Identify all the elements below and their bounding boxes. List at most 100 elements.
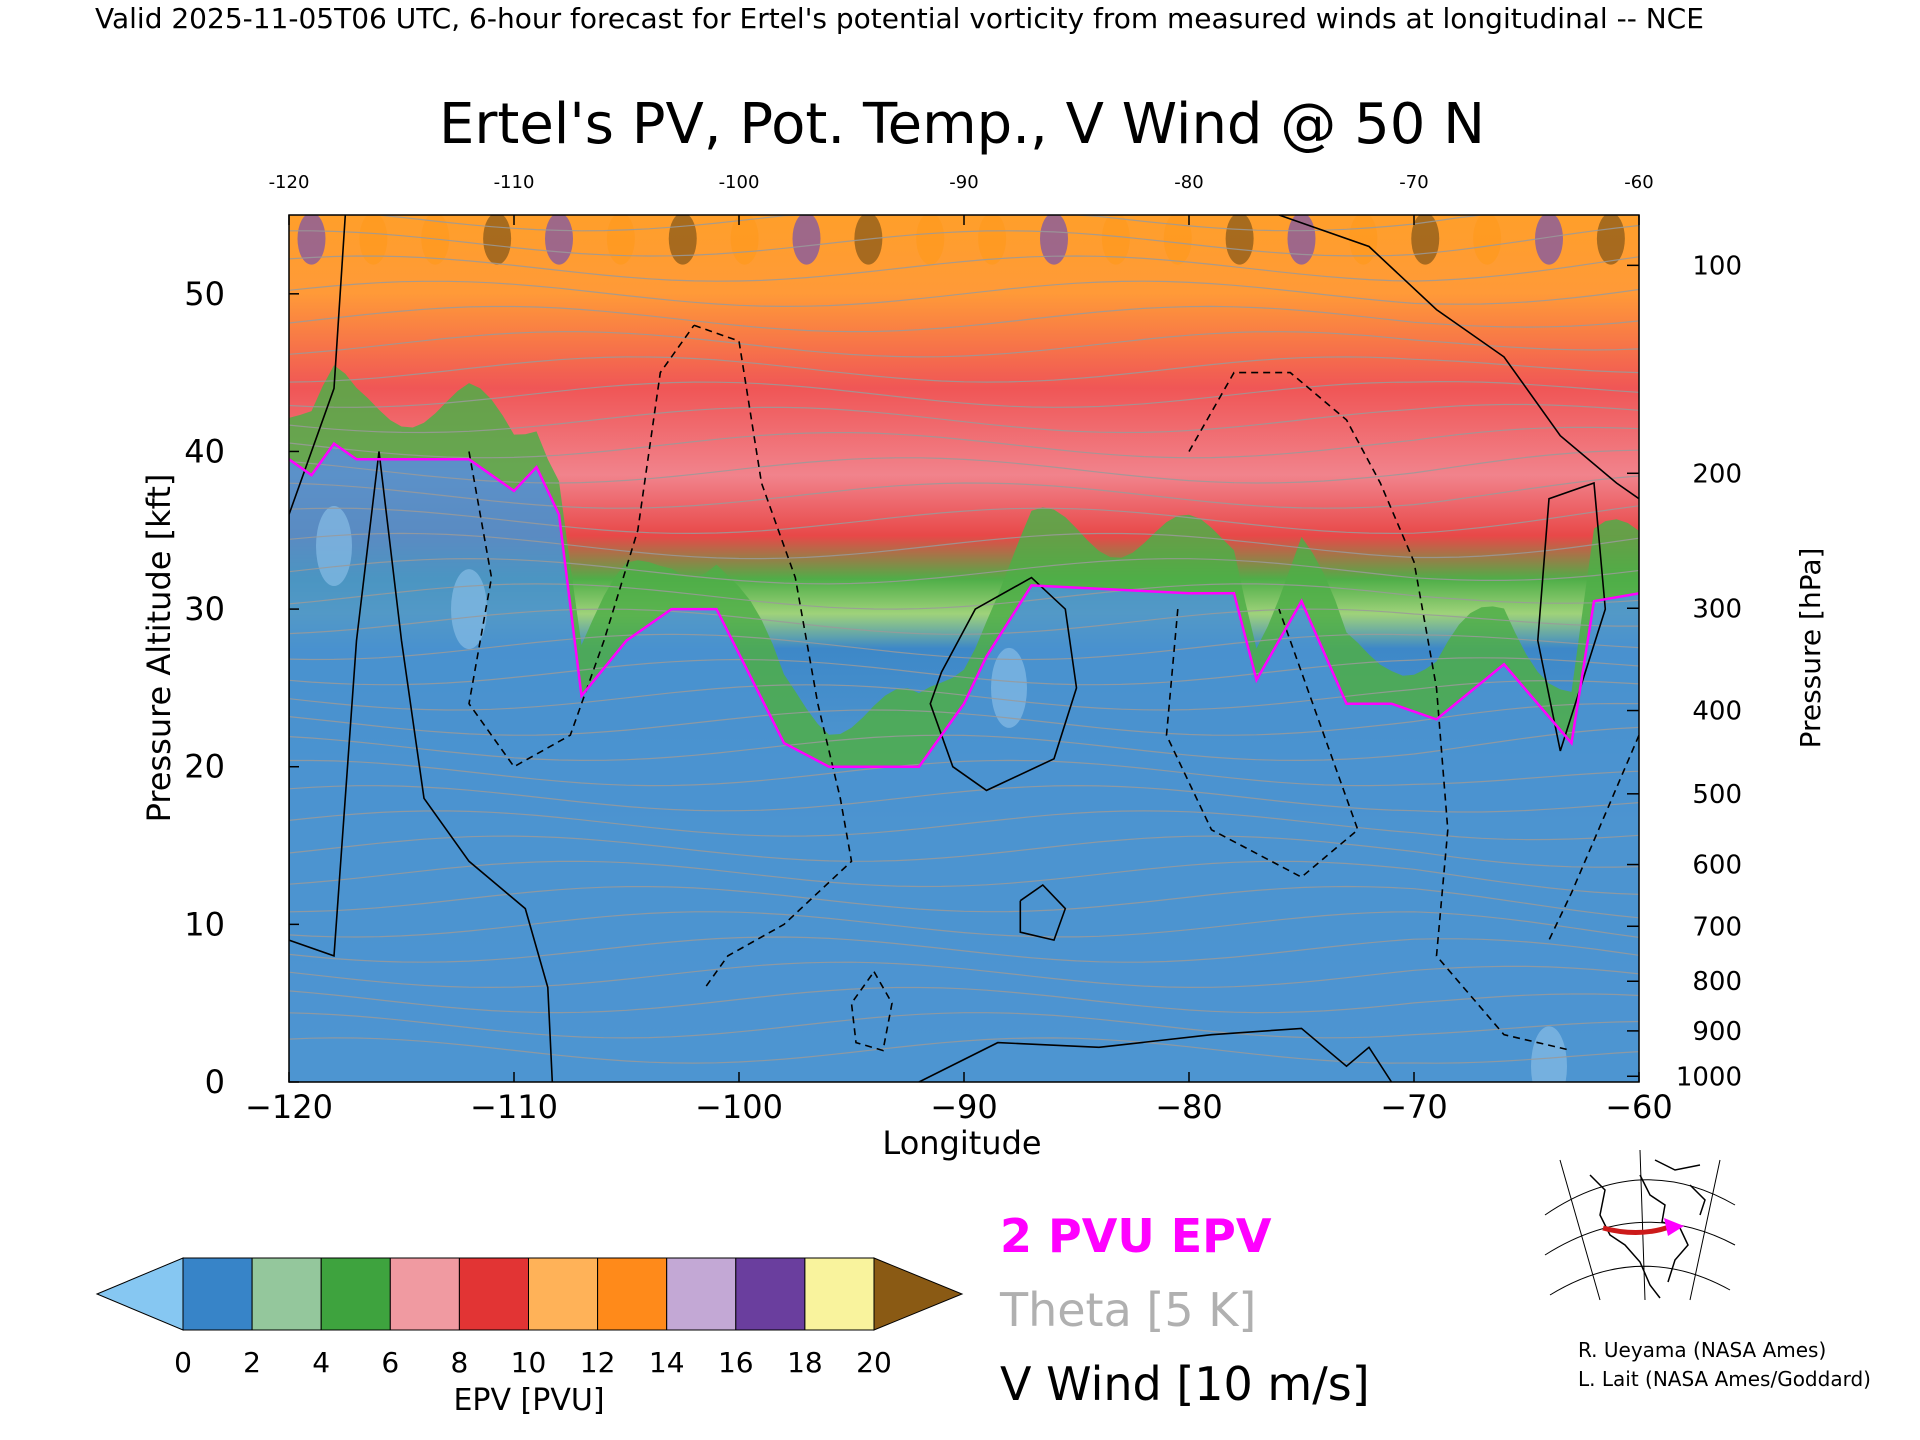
strat-streak: [1473, 215, 1502, 265]
valid-line: Valid 2025-11-05T06 UTC, 6-hour forecast…: [95, 2, 1704, 35]
vwind-negative-contour: [1165, 608, 1359, 879]
x-axis-label: Longitude: [882, 1124, 1041, 1162]
theta-line: [289, 583, 1639, 610]
strat-streak: [668, 215, 697, 265]
theta-line: [289, 426, 1639, 459]
tropopause-band: [289, 365, 1639, 767]
theta-line: [289, 557, 1639, 585]
colorbar-segment: [458, 1257, 529, 1331]
vwind-contours: [289, 215, 1639, 1082]
x-tick-label: −70: [1380, 1088, 1448, 1126]
vwind-contour: [918, 1027, 1393, 1082]
y-axis-left: 0 10 20 30 40 50: [184, 275, 299, 1101]
colorbar-label: EPV [PVU]: [453, 1383, 604, 1418]
strat-streak: [1349, 215, 1378, 265]
y-tick-label: 0: [205, 1063, 225, 1101]
top-tick-label: -70: [1399, 172, 1428, 193]
colorbar-segment: [251, 1257, 322, 1331]
theta-line: [289, 475, 1639, 509]
theta-line: [289, 679, 1639, 711]
y-axis-right: 100 200 300 400 500 600 700 800 900 1000: [1627, 251, 1742, 1092]
colorbar-high-extend: [873, 1257, 964, 1331]
theta-line: [289, 403, 1639, 434]
map-section-arrow: [1664, 1218, 1684, 1236]
colorbar-tick-label: 8: [450, 1346, 468, 1379]
plot-area: [289, 215, 1639, 1082]
top-tick-label: -90: [949, 172, 978, 193]
strat-streak: [1287, 215, 1316, 265]
colorbar-segments: [182, 1257, 875, 1331]
colorbar-segment: [666, 1257, 737, 1331]
strat-streak: [1101, 215, 1130, 265]
pressure-tick-label: 100: [1692, 251, 1742, 281]
colorbar: 0 2 4 6 8 10 12 14 16 18 20 EPV [PVU]: [95, 1257, 964, 1418]
vwind-contour: [1536, 481, 1607, 752]
theta-line: [289, 885, 1639, 919]
colorbar-tick-label: 2: [243, 1346, 261, 1379]
tropo-pocket: [316, 506, 352, 587]
strat-streak: [359, 215, 388, 265]
theta-line: [289, 449, 1639, 484]
colorbar-tick-label: 10: [511, 1346, 547, 1379]
y-axis-label-left: Pressure Altitude [kft]: [140, 474, 178, 823]
theta-line: [289, 1012, 1639, 1039]
strat-streak: [483, 215, 512, 265]
strat-streak: [545, 215, 573, 265]
vwind-negative-contour: [1188, 371, 1572, 1052]
theta-line: [289, 784, 1639, 813]
y-tick-label: 50: [184, 275, 225, 313]
pressure-tick-label: 600: [1692, 851, 1742, 881]
top-tick-label: -60: [1624, 172, 1653, 193]
theta-line: [289, 726, 1639, 762]
strat-streak: [1596, 215, 1625, 265]
theta-line: [289, 759, 1639, 787]
colorbar-tick-label: 4: [312, 1346, 330, 1379]
theta-contours: [289, 215, 1639, 1064]
theta-line: [289, 505, 1639, 535]
colorbar-tick-label: 18: [787, 1346, 823, 1379]
vwind-negative-contour: [693, 324, 853, 988]
legend-entry: V Wind [10 m/s]: [1000, 1357, 1370, 1411]
colorbar-tick-label: 12: [580, 1346, 616, 1379]
theta-line: [289, 936, 1639, 963]
pressure-tick-label: 500: [1692, 780, 1742, 810]
strat-streak: [1163, 215, 1192, 265]
theta-line: [289, 835, 1639, 868]
vwind-contour: [1278, 215, 1639, 500]
map-graticule: [1544, 1149, 1736, 1301]
vwind-contour: [1019, 883, 1067, 942]
colorbar-tick-label: 20: [856, 1346, 892, 1379]
top-tick-label: -110: [494, 172, 535, 193]
theta-line: [289, 356, 1639, 383]
location-map-inset: [1540, 1149, 1736, 1302]
pressure-tick-label: 700: [1692, 912, 1742, 942]
colorbar-ticks: 0 2 4 6 8 10 12 14 16 18 20: [174, 1346, 892, 1379]
theta-line: [289, 633, 1639, 661]
vwind-negative-contour: [468, 324, 695, 768]
y-tick-label: 10: [184, 905, 225, 943]
colorbar-segment: [735, 1257, 806, 1331]
theta-line: [289, 860, 1639, 895]
strat-streak: [854, 215, 883, 265]
credit-line-1: R. Ueyama (NASA Ames): [1578, 1338, 1826, 1362]
strat-streak: [792, 215, 821, 265]
y-axis-label-right: Pressure [hPa]: [1794, 548, 1827, 749]
theta-line: [289, 1037, 1639, 1064]
theta-line: [289, 702, 1639, 736]
vwind-contour: [289, 215, 554, 1082]
legend-entry: 2 PVU EPV: [1000, 1209, 1272, 1263]
strat-streak: [297, 215, 326, 265]
strat-streak: [916, 215, 945, 265]
x-axis-bottom: −120 −110 −100 −90 −80 −70 −60: [245, 1072, 1673, 1126]
theta-line: [289, 380, 1639, 408]
y-tick-label: 30: [184, 590, 225, 628]
pressure-tick-label: 200: [1692, 459, 1742, 489]
pressure-tick-label: 900: [1692, 1017, 1742, 1047]
map-background: [1540, 1150, 1736, 1302]
strat-streak: [978, 215, 1007, 265]
chart-title: Ertel's PV, Pot. Temp., V Wind @ 50 N: [439, 92, 1485, 157]
x-tick-label: −110: [470, 1088, 558, 1126]
pressure-tick-label: 800: [1692, 967, 1742, 997]
colorbar-segment: [389, 1257, 460, 1331]
